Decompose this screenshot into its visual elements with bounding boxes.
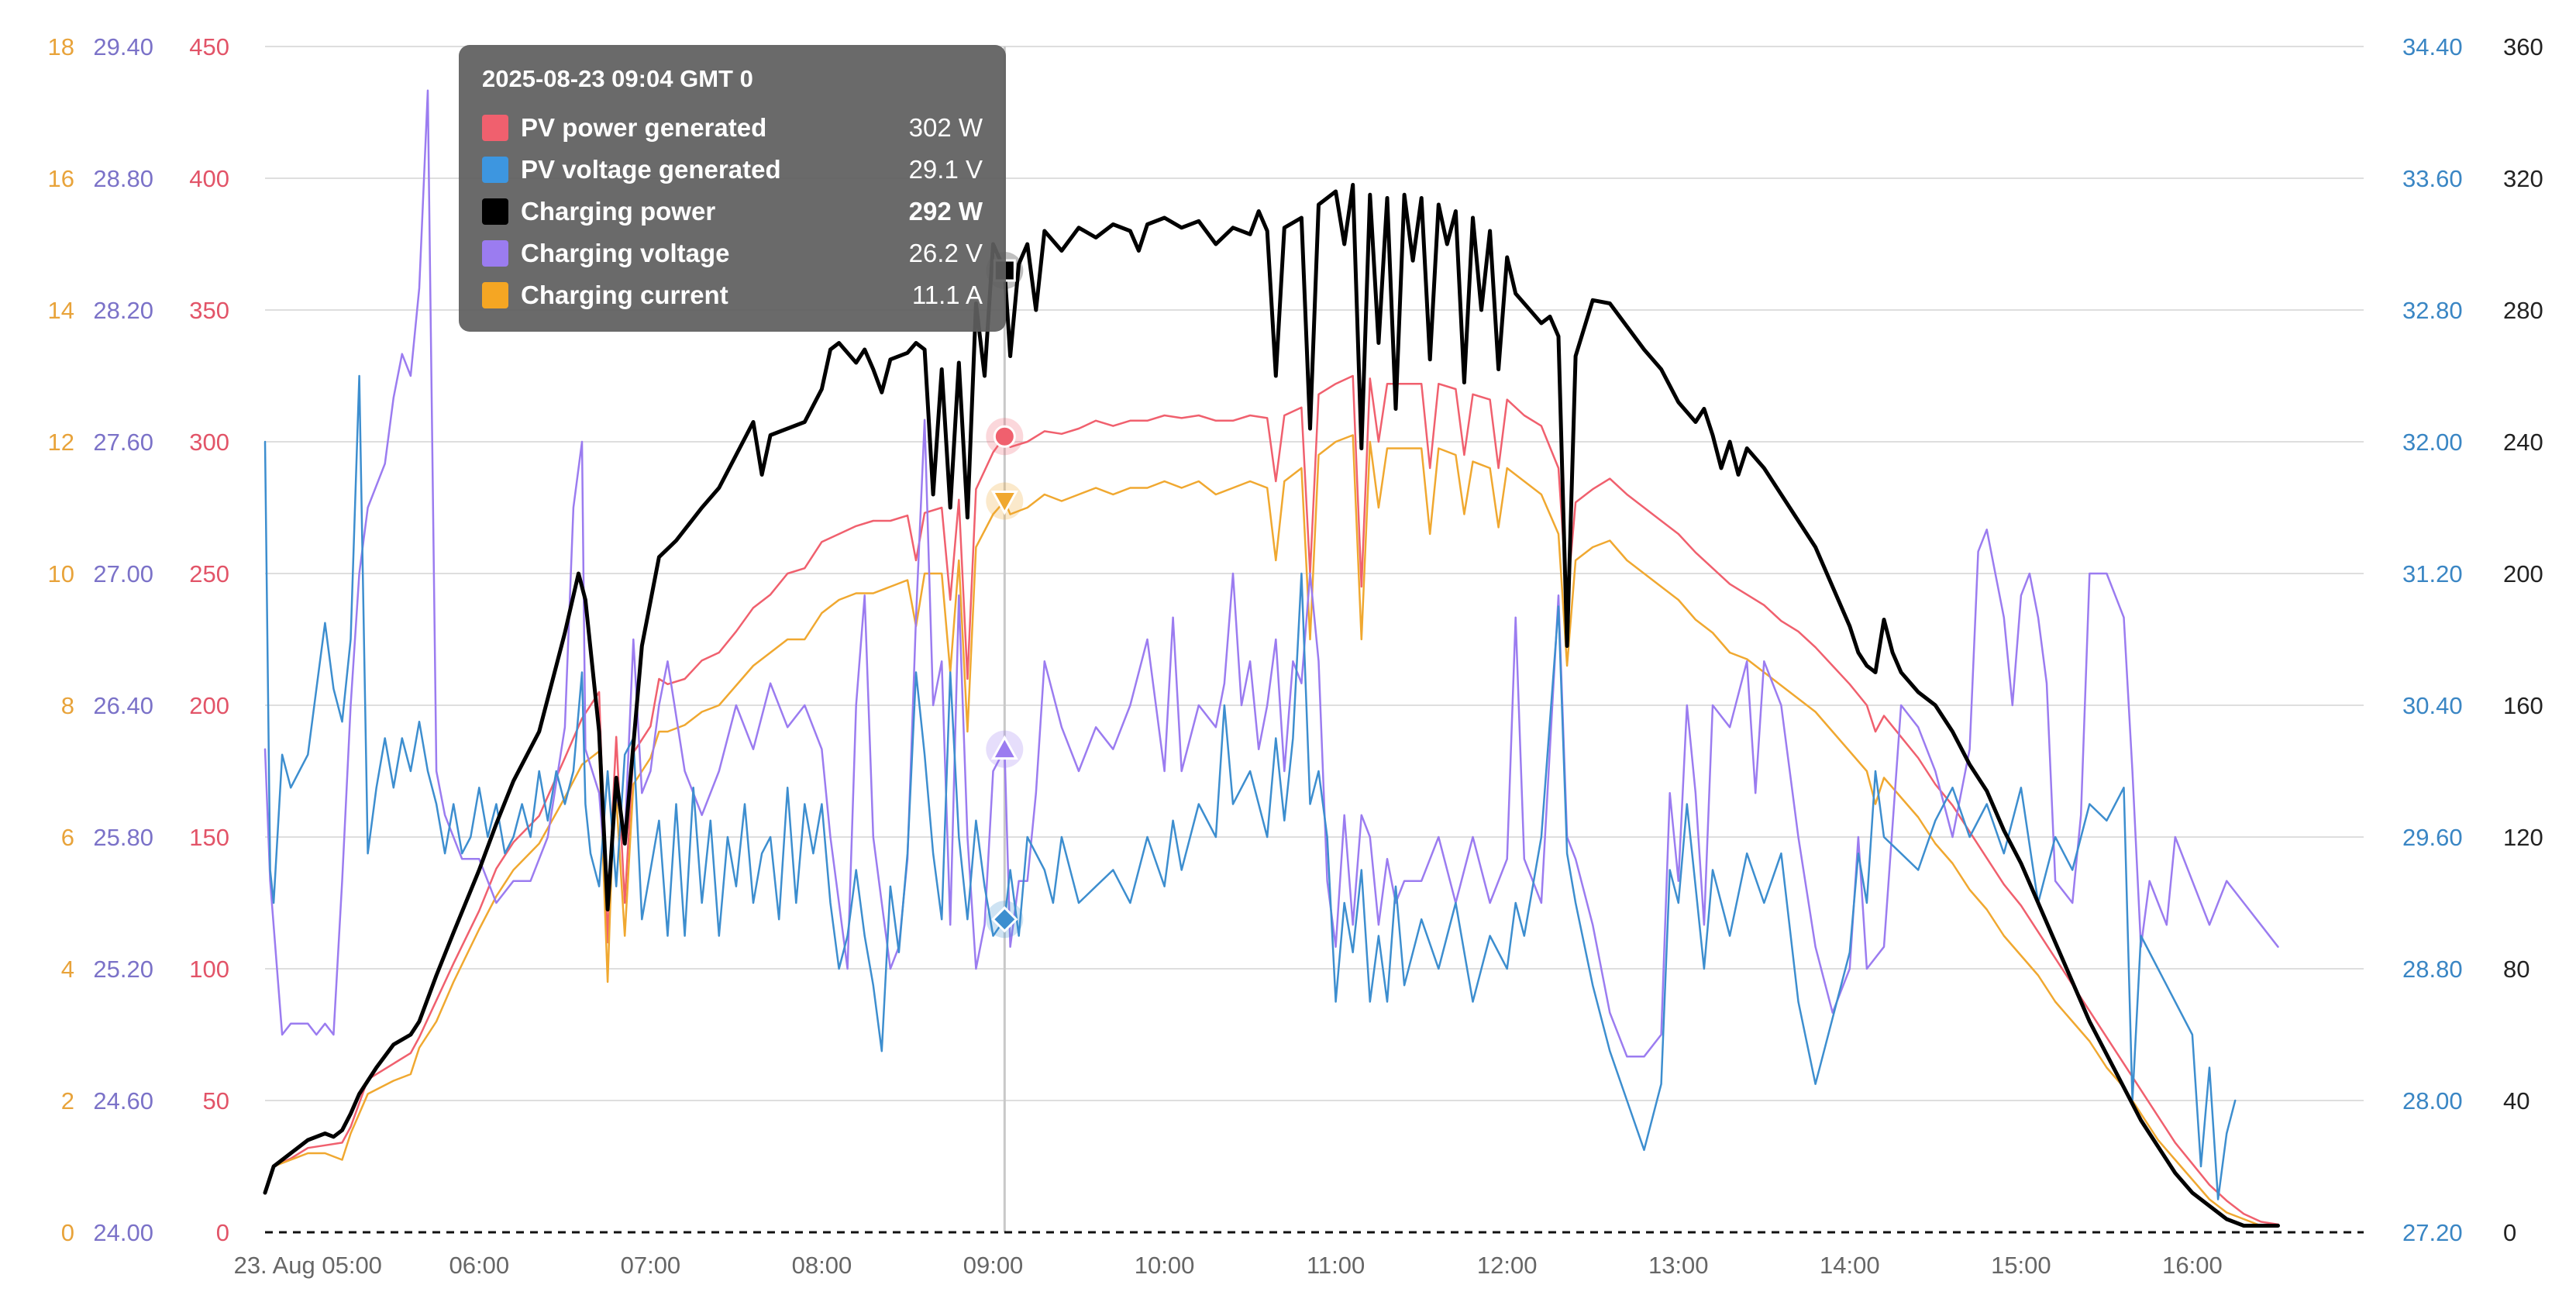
pv-voltage-swatch	[482, 157, 508, 183]
x-tick-label: 12:00	[1477, 1252, 1538, 1279]
charging-current-swatch	[482, 282, 508, 308]
tooltip-value: 29.1 V	[908, 155, 983, 184]
y-tick-label: 29.60	[2402, 824, 2463, 851]
x-tick-label: 09:00	[963, 1252, 1024, 1279]
y-tick-label: 28.00	[2402, 1087, 2463, 1114]
y-tick-label: 24.00	[93, 1219, 153, 1246]
y-tick-label: 200	[189, 692, 229, 719]
x-tick-label: 08:00	[792, 1252, 852, 1279]
series-line	[263, 434, 2279, 1227]
charging-voltage-swatch	[482, 240, 508, 267]
hover-tooltip: 2025-08-23 09:04 GMT 0 PV power generate…	[459, 45, 1006, 332]
tooltip-row-charging-voltage: Charging voltage 26.2 V	[482, 233, 983, 274]
x-axis-ticks: 23. Aug 05:00 06:00 07:00 08:00 09:00 10:00 11…	[234, 1252, 2223, 1279]
y-tick-label: 300	[189, 429, 229, 456]
tooltip-row-pv-voltage: PV voltage generated 29.1 V	[482, 149, 983, 191]
y-tick-label: 25.20	[93, 956, 153, 983]
data-marker	[990, 735, 1018, 760]
y-tick-label: 27.60	[93, 429, 153, 456]
x-tick-label: 23. Aug 05:00	[234, 1252, 382, 1279]
y-tick-label: 240	[2503, 429, 2543, 456]
y-tick-label: 40	[2503, 1087, 2530, 1114]
x-tick-label: 15:00	[1991, 1252, 2051, 1279]
x-tick-label: 13:00	[1648, 1252, 1709, 1279]
y-tick-label: 28.80	[2402, 956, 2463, 983]
tooltip-row-pv-power: PV power generated 302 W	[482, 107, 983, 149]
tooltip-row-charging-power: Charging power 292 W	[482, 191, 983, 233]
y-tick-label: 150	[189, 824, 229, 851]
x-tick-label: 11:00	[1307, 1252, 1365, 1279]
y-tick-label: 160	[2503, 692, 2543, 719]
y-tick-label: 30.40	[2402, 692, 2463, 719]
y-tick-label: 0	[2503, 1219, 2516, 1246]
y-tick-label: 32.80	[2402, 297, 2463, 324]
y-tick-label: 27.20	[2402, 1219, 2463, 1246]
tooltip-value: 292 W	[908, 197, 983, 226]
tooltip-value: 11.1 A	[911, 281, 983, 309]
y-tick-label: 27.00	[93, 560, 153, 587]
charging-power-swatch	[482, 198, 508, 225]
y-tick-label: 120	[2503, 824, 2543, 851]
y-tick-label: 25.80	[93, 824, 153, 851]
y-tick-label: 6	[61, 824, 74, 851]
pv-power-swatch	[482, 115, 508, 141]
tooltip-row-charging-current: Charging current 11.1 A	[482, 274, 983, 316]
y-tick-label: 8	[61, 692, 74, 719]
y-tick-label: 450	[189, 33, 229, 60]
y-tick-label: 350	[189, 297, 229, 324]
y-tick-label: 0	[61, 1219, 74, 1246]
series-line	[263, 374, 2237, 1200]
y-tick-label: 16	[48, 165, 74, 192]
y-tick-label: 80	[2503, 956, 2530, 983]
y-tick-label: 14	[48, 297, 74, 324]
x-tick-label: 16:00	[2162, 1252, 2223, 1279]
y-tick-label: 28.20	[93, 297, 153, 324]
y-tick-label: 280	[2503, 297, 2543, 324]
y-tick-label: 320	[2503, 165, 2543, 192]
tooltip-title: 2025-08-23 09:04 GMT 0	[482, 65, 753, 92]
tooltip-label: PV voltage generated	[521, 155, 781, 184]
y-axis-ticks: 0 2 4 6 8 10 12 14 16 18 24.00 24.60 25.20 25.80 26.40…	[48, 33, 2543, 1246]
y-tick-label: 10	[48, 560, 74, 587]
series-line	[263, 183, 2280, 1228]
y-tick-label: 12	[48, 429, 74, 456]
y-tick-label: 360	[2503, 33, 2543, 60]
y-tick-label: 250	[189, 560, 229, 587]
y-tick-label: 400	[189, 165, 229, 192]
y-tick-label: 50	[203, 1087, 229, 1114]
y-tick-label: 0	[216, 1219, 229, 1246]
y-tick-label: 28.80	[93, 165, 153, 192]
tooltip-label: Charging current	[521, 281, 728, 309]
data-marker	[993, 425, 1016, 448]
data-marker	[990, 491, 1018, 515]
series-line	[263, 374, 2279, 1226]
y-tick-label: 18	[48, 33, 74, 60]
tooltip-value: 26.2 V	[908, 239, 983, 267]
data-marker	[991, 906, 1018, 933]
y-tick-label: 29.40	[93, 33, 153, 60]
y-tick-label: 33.60	[2402, 165, 2463, 192]
tooltip-value: 302 W	[908, 113, 983, 142]
y-tick-label: 200	[2503, 560, 2543, 587]
y-tick-label: 24.60	[93, 1087, 153, 1114]
tooltip-label: Charging voltage	[521, 239, 730, 267]
series-line	[263, 89, 2279, 1058]
x-tick-label: 10:00	[1135, 1252, 1195, 1279]
x-tick-label: 06:00	[449, 1252, 510, 1279]
x-tick-label: 07:00	[621, 1252, 681, 1279]
y-tick-label: 2	[61, 1087, 74, 1114]
y-tick-label: 32.00	[2402, 429, 2463, 456]
series-lines	[263, 89, 2280, 1228]
tooltip-label: PV power generated	[521, 113, 767, 142]
y-tick-label: 26.40	[93, 692, 153, 719]
y-tick-label: 100	[189, 956, 229, 983]
tooltip-label: Charging power	[521, 197, 716, 226]
y-tick-label: 34.40	[2402, 33, 2463, 60]
x-tick-label: 14:00	[1820, 1252, 1880, 1279]
y-tick-label: 31.20	[2402, 560, 2463, 587]
y-tick-label: 4	[61, 956, 74, 983]
